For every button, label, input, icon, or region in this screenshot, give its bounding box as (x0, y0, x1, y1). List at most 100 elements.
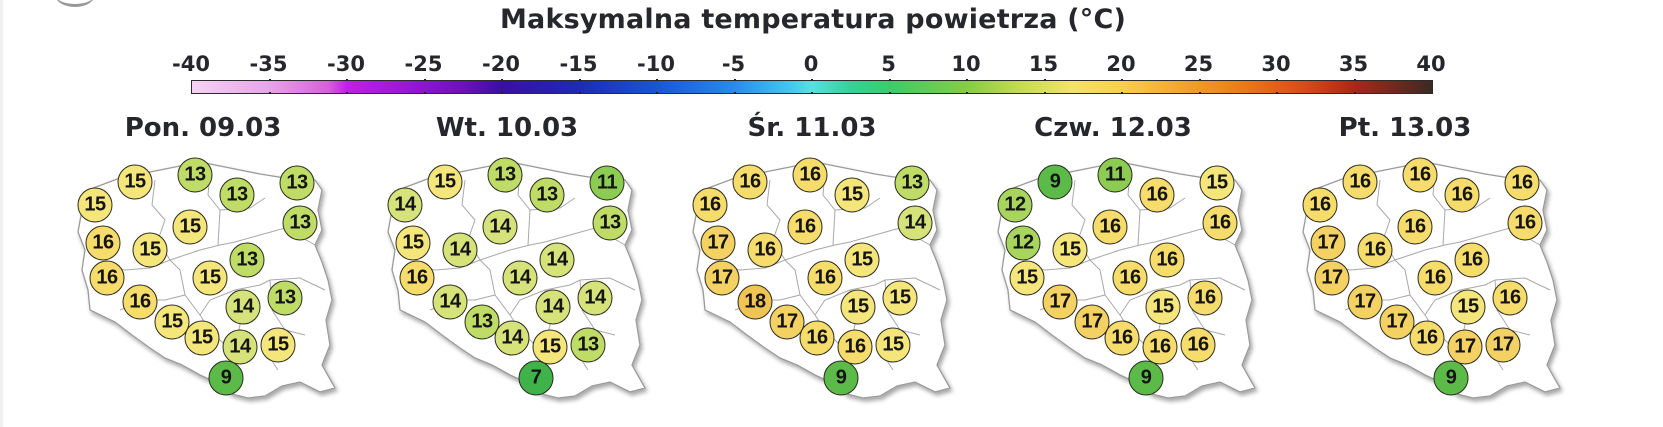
temperature-marker: 16 (1142, 329, 1178, 365)
colorbar-tick-label: -30 (327, 52, 365, 76)
temperature-marker: 14 (502, 260, 538, 296)
temperature-marker: 15 (1450, 289, 1486, 325)
colorbar-tick-mark (1121, 79, 1123, 94)
colorbar-tick-mark (1276, 79, 1278, 94)
temperature-marker: 15 (840, 289, 876, 325)
temperature-marker: 13 (529, 177, 565, 213)
temperature-marker: 16 (1187, 280, 1223, 316)
temperature-marker: 15 (395, 225, 431, 261)
temperature-marker: 17 (1314, 260, 1350, 296)
temperature-marker: 17 (1074, 304, 1110, 340)
colorbar-tick-label: 5 (881, 52, 896, 76)
temperature-marker: 14 (577, 280, 613, 316)
temperature-marker: 15 (532, 329, 568, 365)
temperature-marker: 17 (1485, 327, 1521, 363)
day-title: Pon. 09.03 (124, 113, 282, 143)
temperature-marker: 16 (1302, 187, 1338, 223)
temperature-marker: 9 (208, 360, 244, 396)
day-title: Wt. 10.03 (435, 113, 579, 143)
day-title: Czw. 12.03 (1034, 113, 1192, 143)
colorbar-tick-labels: -40 -35 -30 -25 -20 -15 -10 -5 0 5 10 15 20 25 30 35 40 (0, 52, 1663, 80)
temperature-marker: 16 (787, 209, 823, 245)
temperature-marker: 16 (85, 225, 121, 261)
colorbar-tick-mark (888, 79, 891, 94)
temperature-marker: 14 (387, 187, 423, 223)
temperature-marker: 16 (732, 164, 768, 200)
chart-title: Maksymalna temperatura powietrza (°C) (499, 4, 1127, 35)
temperature-marker: 16 (1504, 165, 1540, 201)
temperature-marker: 16 (1454, 242, 1490, 278)
temperature-marker: 13 (282, 205, 318, 241)
day-title: Pt. 13.03 (1338, 113, 1472, 143)
temperature-marker: 16 (1092, 209, 1128, 245)
colorbar-tick-label: -10 (637, 52, 675, 76)
colorbar-tick-label: 10 (951, 52, 981, 76)
colorbar-tick-mark (268, 79, 271, 94)
temperature-marker: 13 (570, 327, 606, 363)
temperature-marker: 14 (222, 329, 258, 365)
colorbar-tick-mark (1198, 79, 1201, 94)
temperature-marker: 17 (1447, 329, 1483, 365)
temperature-marker: 13 (177, 157, 213, 193)
temperature-marker: 14 (432, 284, 468, 320)
temperature-marker: 9 (1128, 360, 1164, 396)
temperature-marker: 12 (997, 187, 1033, 223)
temperature-marker: 7 (518, 360, 554, 396)
temperature-marker: 16 (807, 260, 843, 296)
poland-map: 16 16 16 15 13 14 17 16 16 15 17 16 15 15 18 17 16 16 15 9 (675, 150, 951, 400)
temperature-marker: 16 (1417, 260, 1453, 296)
temperature-marker: 9 (1037, 164, 1073, 200)
colorbar-tick-label: -5 (721, 52, 746, 76)
temperature-marker: 17 (1379, 304, 1415, 340)
colorbar-tick-label: 0 (803, 52, 819, 76)
temperature-marker: 16 (1397, 209, 1433, 245)
poland-map: 15 15 13 13 13 13 16 15 15 13 16 15 14 13 16 15 15 14 15 9 (60, 150, 336, 400)
temperature-marker: 16 (799, 320, 835, 356)
temperature-marker: 16 (399, 260, 435, 296)
temperature-marker: 13 (229, 242, 265, 278)
temperature-marker: 16 (1402, 157, 1438, 193)
temperature-marker: 16 (1149, 242, 1185, 278)
temperature-marker: 17 (704, 260, 740, 296)
temperature-marker: 13 (267, 280, 303, 316)
temperature-marker: 15 (1199, 165, 1235, 201)
temperature-marker: 16 (1444, 177, 1480, 213)
colorbar-tick-label: -20 (482, 52, 520, 76)
colorbar-tick-mark (811, 79, 813, 94)
temperature-marker: 15 (172, 209, 208, 245)
temperature-marker: 16 (1357, 232, 1393, 268)
temperature-marker: 16 (1104, 320, 1140, 356)
temperature-marker: 17 (1347, 284, 1383, 320)
temperature-marker: 15 (260, 327, 296, 363)
temperature-marker: 16 (1112, 260, 1148, 296)
temperature-marker: 15 (875, 327, 911, 363)
temperature-marker: 15 (882, 280, 918, 316)
temperature-marker: 17 (1310, 225, 1346, 261)
temperature-marker: 15 (834, 177, 870, 213)
temperature-marker: 14 (535, 289, 571, 325)
temperature-marker: 9 (1433, 360, 1469, 396)
temperature-marker: 16 (1507, 205, 1543, 241)
colorbar-tick-mark (966, 79, 968, 94)
poland-map: 12 9 11 16 15 16 12 15 16 16 15 16 15 16 17 17 16 16 16 9 (980, 150, 1256, 400)
temperature-marker: 17 (1042, 284, 1078, 320)
temperature-marker: 14 (539, 242, 575, 278)
temperature-marker: 16 (1492, 280, 1528, 316)
temperature-marker: 16 (1409, 320, 1445, 356)
temperature-marker: 15 (184, 320, 220, 356)
temperature-marker: 15 (132, 232, 168, 268)
temperature-marker: 15 (1009, 260, 1045, 296)
temperature-marker: 13 (219, 177, 255, 213)
temperature-marker: 16 (692, 187, 728, 223)
temperature-marker: 15 (844, 242, 880, 278)
colorbar-tick-label: 40 (1416, 52, 1446, 76)
poland-map: 16 16 16 16 16 16 17 16 16 16 17 16 15 16 17 17 16 17 17 9 (1285, 150, 1561, 400)
temperature-marker: 13 (592, 205, 628, 241)
temperature-marker: 14 (225, 289, 261, 325)
temperature-marker: 13 (279, 165, 315, 201)
temperature-marker: 9 (823, 360, 859, 396)
colorbar-tick-label: 15 (1028, 52, 1059, 76)
colorbar-tick-mark (501, 79, 503, 94)
temperature-marker: 15 (427, 164, 463, 200)
temperature-marker: 17 (700, 225, 736, 261)
